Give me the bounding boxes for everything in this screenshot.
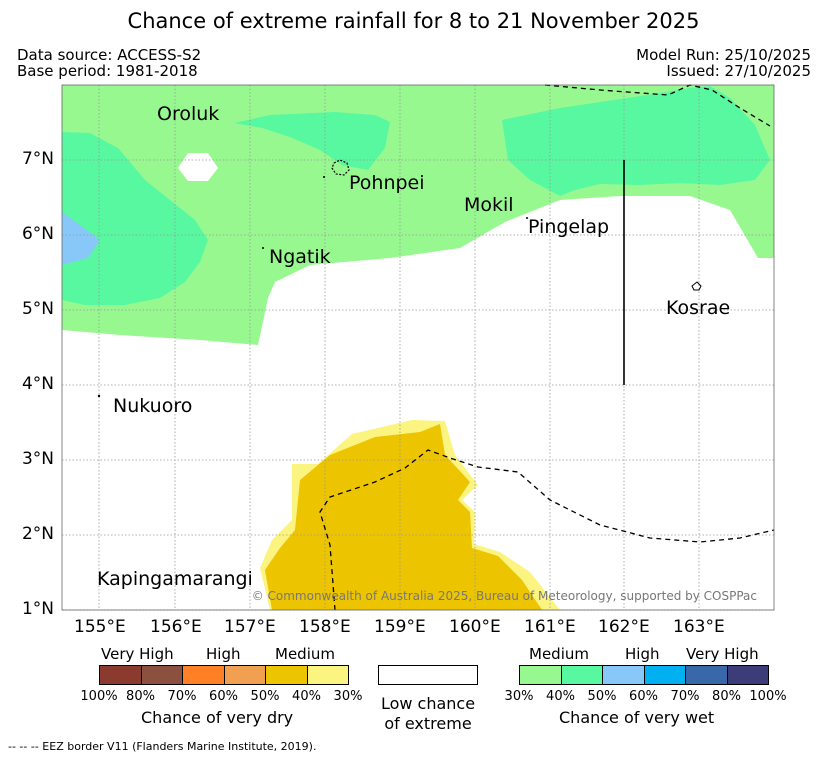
place-label-pohnpei: Pohnpei	[349, 172, 425, 194]
low-chance-line2: of extreme	[384, 714, 472, 733]
y-tick-label: 2°N	[21, 524, 54, 544]
copyright-notice: © Commonwealth of Australia 2025, Bureau…	[251, 589, 757, 603]
pohnpei-island-outline	[331, 159, 350, 176]
wet-percent-label: 100%	[749, 689, 787, 704]
wet-percent-label: 70%	[670, 689, 700, 704]
wet-percent-label: 60%	[629, 689, 658, 704]
dry-swatch	[306, 665, 349, 685]
dry-percent-label: 40%	[292, 689, 321, 704]
dry-percent-label: 100%	[80, 689, 118, 704]
eez-footnote: -- -- -- EEZ border V11 (Flanders Marine…	[8, 740, 317, 753]
x-tick-label: 155°E	[74, 617, 126, 637]
wet-percent-label: 40%	[546, 689, 575, 704]
wet-swatch	[519, 665, 562, 685]
map-frame	[61, 84, 775, 611]
dry-percent-label: 80%	[126, 689, 155, 704]
place-label-pingelap: Pingelap	[528, 216, 610, 238]
dry-medium-header: Medium	[275, 645, 335, 663]
kosrae-island-outline	[691, 281, 702, 291]
dry-high-region	[265, 424, 542, 610]
wet-percent-label: 80%	[712, 689, 741, 704]
x-tick-label: 158°E	[299, 617, 351, 637]
wet-swatch	[726, 665, 769, 685]
y-tick-label: 3°N	[21, 449, 54, 469]
x-tick-label: 161°E	[524, 617, 576, 637]
wet-swatch	[602, 665, 645, 685]
dry-percent-label: 60%	[209, 689, 238, 704]
map-title: Chance of extreme rainfall for 8 to 21 N…	[127, 9, 700, 33]
place-label-mokil: Mokil	[464, 194, 514, 216]
wet-percent-label: 30%	[504, 689, 534, 704]
issued-label: Issued: 27/10/2025	[666, 62, 811, 80]
dry-percent-label: 70%	[167, 689, 197, 704]
wet-high-region-west	[62, 132, 208, 305]
wet-high-region-pohnpei	[234, 112, 390, 170]
eez-border-south	[319, 449, 775, 611]
data-source-label: Data source: ACCESS-S2	[17, 46, 202, 64]
ngatik-island-marker	[262, 247, 264, 249]
wet-high-header: High	[625, 645, 660, 663]
place-label-ngatik: Ngatik	[269, 246, 331, 268]
base-period-label: Base period: 1981-2018	[17, 62, 198, 80]
low-chance-swatch	[378, 665, 478, 685]
x-tick-label: 163°E	[673, 617, 725, 637]
dry-percent-label: 30%	[333, 689, 363, 704]
x-tick-label: 162°E	[598, 617, 650, 637]
wet-very-high-header: Very High	[686, 645, 759, 663]
dry-legend-title: Chance of very dry	[141, 708, 294, 727]
place-label-oroluk: Oroluk	[157, 103, 220, 125]
x-tick-label: 159°E	[374, 617, 426, 637]
wet-legend-title: Chance of very wet	[559, 708, 715, 727]
place-label-kosrae: Kosrae	[666, 297, 731, 319]
low-chance-line1: Low chance	[380, 694, 476, 713]
place-label-kapingamarangi: Kapingamarangi	[97, 568, 253, 590]
pohnpei-islet-marker	[323, 176, 325, 178]
mokil-island-marker	[526, 217, 528, 219]
wet-swatch	[685, 665, 728, 685]
dry-very-high-header: Very High	[101, 645, 174, 663]
x-tick-label: 157°E	[224, 617, 276, 637]
dry-swatch	[99, 665, 142, 685]
y-tick-label: 5°N	[21, 299, 54, 319]
dry-swatch	[182, 665, 225, 685]
y-tick-label: 6°N	[21, 224, 54, 244]
y-tick-label: 4°N	[21, 374, 54, 394]
nukuoro-island-marker	[97, 394, 101, 398]
x-tick-label: 160°E	[449, 617, 501, 637]
wet-medium-header: Medium	[529, 645, 589, 663]
dry-swatch	[140, 665, 183, 685]
model-run-label: Model Run: 25/10/2025	[636, 46, 811, 64]
wet-percent-label: 50%	[587, 689, 617, 704]
x-tick-label: 156°E	[150, 617, 202, 637]
wet-very-high-region	[62, 212, 100, 265]
y-tick-label: 1°N	[21, 599, 54, 619]
y-tick-label: 7°N	[21, 149, 54, 169]
dry-percent-label: 50%	[250, 689, 280, 704]
place-label-nukuoro: Nukuoro	[113, 395, 193, 417]
dry-high-header: High	[206, 645, 241, 663]
dry-swatch	[265, 665, 308, 685]
wet-swatch	[560, 665, 603, 685]
wet-high-region-east	[502, 86, 770, 196]
wet-swatch	[643, 665, 686, 685]
dry-swatch	[223, 665, 266, 685]
